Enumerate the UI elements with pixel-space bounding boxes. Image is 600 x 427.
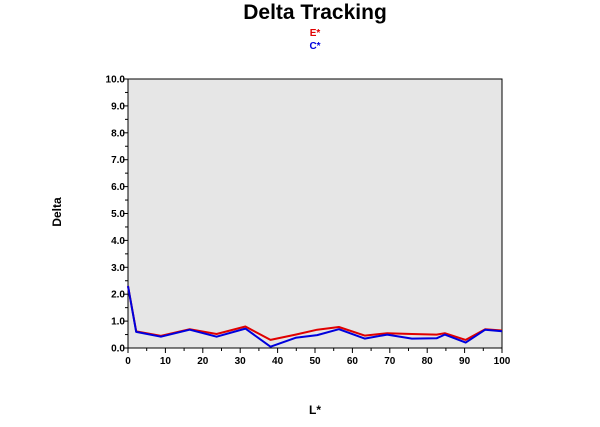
plot-background (127, 78, 503, 349)
y-tick-label: 8.0 (111, 128, 125, 139)
x-tick-label: 0 (125, 356, 131, 367)
x-tick-label: 70 (384, 356, 396, 367)
y-tick-label: 5.0 (111, 209, 125, 220)
series-line-c (127, 285, 503, 348)
x-tick-label: 60 (347, 356, 359, 367)
x-tick-label: 30 (235, 356, 247, 367)
chart-title: Delta Tracking (243, 1, 387, 24)
legend-entry-e: E* (309, 28, 321, 39)
y-tick-label: 2.0 (111, 290, 125, 301)
y-tick-label: 7.0 (111, 155, 125, 166)
x-tick-label: 90 (459, 356, 471, 367)
y-tick-label: 10.0 (106, 75, 126, 86)
x-axis-label: L* (309, 403, 321, 417)
x-tick-label: 80 (422, 356, 434, 367)
x-tick-label: 40 (272, 356, 284, 367)
y-tick-label: 9.0 (111, 101, 125, 112)
legend-entry-c: C* (309, 41, 321, 52)
x-tick-label: 50 (309, 356, 321, 367)
y-tick-label: 3.0 (111, 263, 125, 274)
x-tick-label: 10 (160, 356, 172, 367)
y-tick-label: 0.0 (111, 344, 125, 355)
x-tick-label: 100 (494, 356, 511, 367)
x-tick-label: 20 (197, 356, 209, 367)
y-tick-label: 1.0 (111, 317, 125, 328)
y-tick-label: 4.0 (111, 236, 125, 247)
y-tick-label: 6.0 (111, 182, 125, 193)
